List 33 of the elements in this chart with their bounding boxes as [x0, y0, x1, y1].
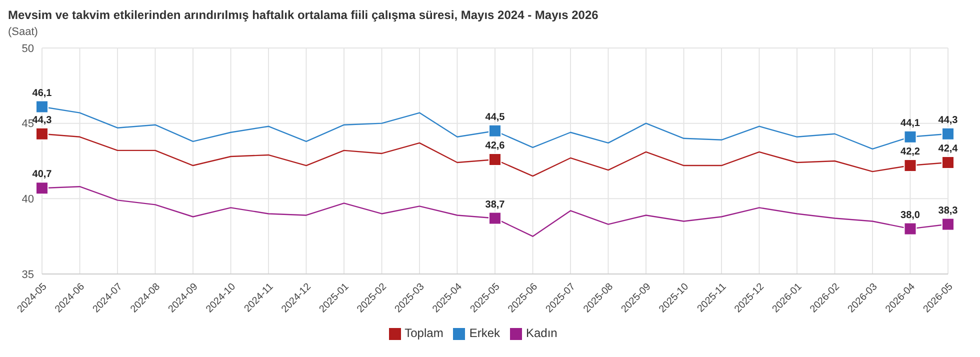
- y-tick-label: 35: [22, 268, 34, 281]
- data-label: 42,4: [938, 144, 958, 155]
- point: [36, 100, 48, 114]
- legend-label: Kadın: [526, 326, 558, 340]
- point: [904, 130, 917, 144]
- point: [904, 159, 917, 172]
- data-label: 38,3: [938, 205, 958, 216]
- y-tick-label: 45: [22, 118, 34, 130]
- data-label: 40,7: [32, 169, 52, 180]
- data-label: 44,3: [938, 114, 958, 126]
- point: [488, 124, 502, 138]
- point: [942, 156, 954, 170]
- data-label: 42,6: [485, 140, 506, 152]
- data-label: 42,2: [900, 146, 920, 158]
- data-label: 38,7: [485, 199, 506, 210]
- y-tick-label: 50: [22, 42, 34, 55]
- chart-title: Mevsim ve takvim etkilerinden arındırılmış haftalık ortalama fiili çalışma süresi, Mayıs 2024 - Mayıs 2026: [8, 8, 600, 22]
- point: [36, 127, 48, 140]
- chart-subtitle: (Saat): [8, 26, 39, 38]
- point: [488, 152, 502, 166]
- data-label: 46,1: [32, 88, 52, 99]
- data-label: 44,1: [900, 118, 920, 129]
- data-label: 44,5: [485, 112, 506, 123]
- data-label: 38,0: [900, 210, 920, 221]
- point: [904, 222, 917, 236]
- data-label: 44,3: [32, 114, 52, 126]
- point: [942, 127, 954, 140]
- legend-label: Toplam: [404, 326, 444, 340]
- point: [942, 218, 954, 231]
- point: [488, 212, 502, 225]
- point: [36, 182, 48, 195]
- legend-label: Erkek: [469, 326, 500, 340]
- y-tick-label: 40: [22, 194, 34, 206]
